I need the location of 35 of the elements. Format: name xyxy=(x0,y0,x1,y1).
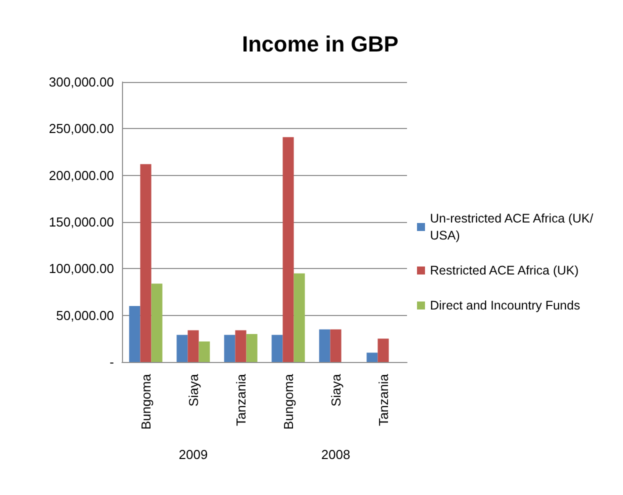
bar xyxy=(319,329,330,362)
bar xyxy=(176,334,188,362)
bar xyxy=(151,284,162,362)
y-tick-label: 300,000.00 xyxy=(48,74,114,90)
y-tick-label: 150,000.00 xyxy=(48,214,114,230)
y-tick-label: 100,000.00 xyxy=(48,261,114,276)
bar xyxy=(140,164,152,362)
text: 2008 xyxy=(321,447,350,462)
x-tick-label: Tanzania xyxy=(233,373,248,426)
bar xyxy=(198,341,210,362)
bar xyxy=(282,137,294,362)
bar xyxy=(366,352,378,362)
text: 2009 xyxy=(178,447,208,462)
bar xyxy=(294,273,305,362)
bar xyxy=(330,329,342,362)
legend-label: Direct and Incountry Funds xyxy=(430,298,580,312)
x-tick-label: Siaya xyxy=(186,373,201,407)
x-tick-label: Tanzania xyxy=(376,373,391,426)
bar xyxy=(378,338,389,362)
x-tick-label: Siaya xyxy=(328,373,344,407)
y-tick-label: 50,000.00 xyxy=(56,308,114,323)
bar xyxy=(188,330,199,362)
bar xyxy=(129,306,140,362)
bar xyxy=(272,334,283,362)
x-tick-label: Bungoma xyxy=(138,373,154,430)
legend-label: Un-restricted ACE Africa (UK/USA) xyxy=(430,212,594,242)
y-tick-label: - xyxy=(110,354,114,370)
y-tick-label: 200,000.00 xyxy=(48,168,114,183)
legend-label: Restricted ACE Africa (UK) xyxy=(430,264,579,278)
bar xyxy=(246,334,258,362)
bar xyxy=(235,330,246,362)
x-tick-label: Bungoma xyxy=(280,373,296,430)
y-tick-label: 250,000.00 xyxy=(48,121,114,136)
chart-title: Income in GBP xyxy=(242,32,398,56)
bar xyxy=(224,334,236,362)
